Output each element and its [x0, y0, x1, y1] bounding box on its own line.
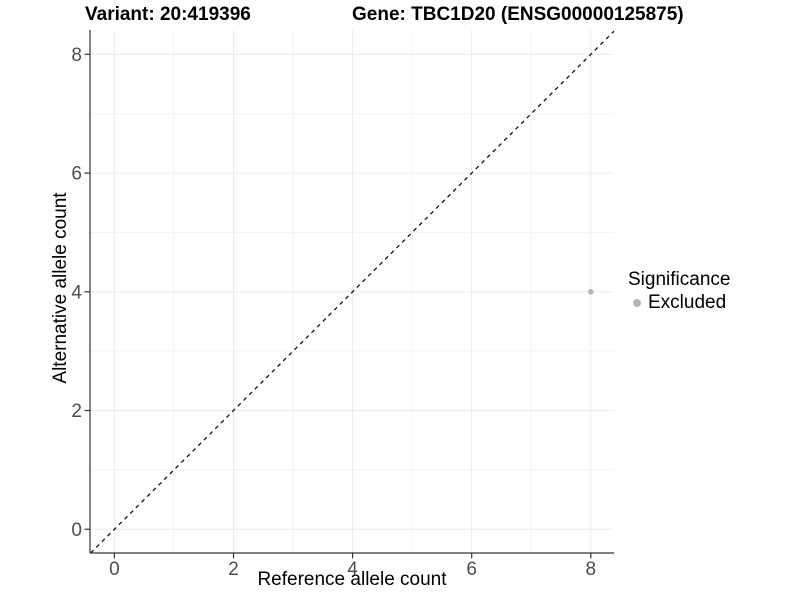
- plot-title-gene: Gene: TBC1D20 (ENSG00000125875): [352, 4, 684, 25]
- y-tick-label: 0: [71, 520, 82, 541]
- y-tick-label: 8: [71, 45, 82, 66]
- x-axis-title: Reference allele count: [257, 569, 447, 590]
- x-tick-label: 2: [228, 559, 239, 580]
- x-tick-label: 4: [347, 559, 358, 580]
- y-axis-title: Alternative allele count: [50, 192, 71, 384]
- x-tick-label: 6: [466, 559, 477, 580]
- y-tick-label: 2: [71, 401, 82, 422]
- legend: Significance Excluded: [628, 268, 730, 314]
- x-tick-label: 0: [109, 559, 120, 580]
- legend-item-label: Excluded: [648, 292, 727, 313]
- x-tick-label: 8: [585, 559, 596, 580]
- identity-line: [90, 30, 615, 554]
- plot-title-variant: Variant: 20:419396: [85, 4, 251, 25]
- legend-title: Significance: [628, 269, 731, 290]
- data-point: [587, 288, 594, 295]
- excluded-point-icon: [633, 299, 641, 307]
- legend-item-excluded: Excluded: [628, 292, 730, 314]
- y-tick-label: 4: [71, 282, 82, 303]
- y-tick-label: 6: [71, 164, 82, 185]
